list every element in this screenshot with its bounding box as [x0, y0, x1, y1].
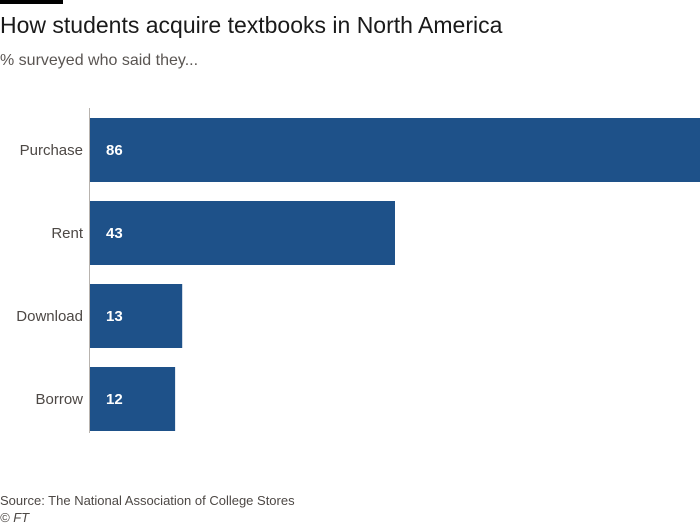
top-rule — [0, 0, 63, 4]
value-label-purchase: 86 — [106, 142, 123, 159]
bar-purchase — [90, 118, 700, 182]
value-label-download: 13 — [106, 308, 123, 325]
category-label-rent: Rent — [51, 225, 84, 242]
category-label-purchase: Purchase — [20, 142, 83, 159]
value-label-borrow: 12 — [106, 391, 123, 408]
bar-rent — [90, 201, 395, 265]
bar-download — [90, 284, 183, 348]
bar-chart: Purchase 86 Rent 43 Download 13 Borrow 12 — [16, 108, 700, 433]
value-label-rent: 43 — [106, 225, 123, 242]
copyright-note: © FT — [0, 510, 30, 525]
source-note: Source: The National Association of Coll… — [0, 493, 295, 508]
bar-borrow — [90, 367, 176, 431]
category-label-borrow: Borrow — [35, 391, 83, 408]
category-label-download: Download — [16, 308, 83, 325]
chart-subtitle: % surveyed who said they... — [0, 52, 199, 69]
chart-title: How students acquire textbooks in North … — [0, 12, 503, 38]
